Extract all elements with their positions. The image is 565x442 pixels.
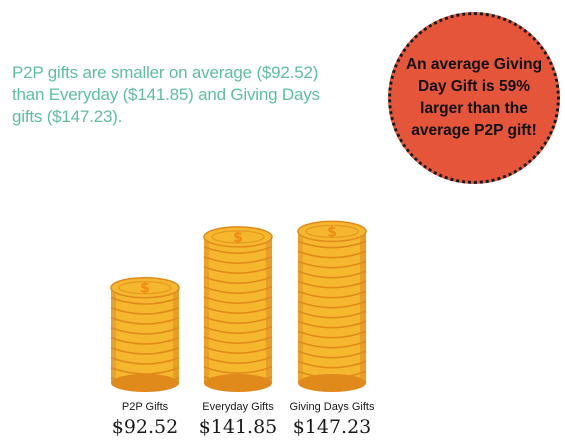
callout-badge: An average Giving Day Gift is 59% larger… xyxy=(388,12,560,184)
value-label: $141.85 xyxy=(199,416,278,438)
coin-stack: $ xyxy=(297,220,367,392)
dollar-coin-icon: $ xyxy=(327,224,337,240)
dollar-coin-icon: $ xyxy=(140,281,150,297)
coin-stack: $ xyxy=(110,276,180,392)
coin-stack: $ xyxy=(203,226,273,392)
category-label: Giving Days Gifts xyxy=(290,401,375,413)
callout-text: An average Giving Day Gift is 59% larger… xyxy=(405,56,543,139)
intro-text: P2P gifts are smaller on average ($92.52… xyxy=(12,63,320,126)
category-label: Everyday Gifts xyxy=(202,401,274,413)
value-label: $147.23 xyxy=(293,416,372,438)
value-label: $92.52 xyxy=(112,416,178,438)
category-label: P2P Gifts xyxy=(122,401,169,413)
dollar-coin-icon: $ xyxy=(233,230,243,246)
